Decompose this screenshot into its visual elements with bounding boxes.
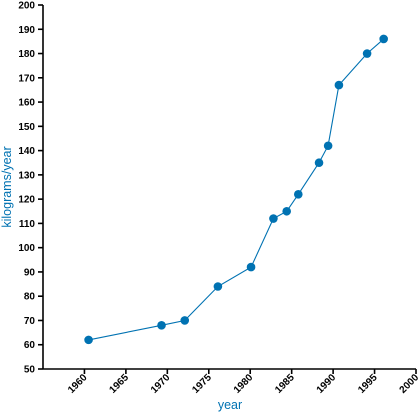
- x-tick-label: 1965: [107, 372, 131, 396]
- y-tick-label: 170: [18, 73, 35, 84]
- data-point: [334, 80, 344, 90]
- y-tick-label: 150: [18, 122, 35, 133]
- data-point: [213, 282, 223, 291]
- y-tick-label: 70: [24, 316, 36, 327]
- y-tick-label: 100: [18, 243, 35, 254]
- y-tick-label: 200: [18, 1, 35, 12]
- x-tick-label: 1995: [356, 372, 380, 396]
- x-tick-label: 1980: [232, 372, 256, 396]
- data-point: [157, 321, 166, 330]
- axes: [42, 5, 416, 370]
- data-point: [293, 189, 303, 199]
- data-point: [379, 34, 388, 44]
- series-layer: [84, 34, 388, 345]
- x-ticks: 1960 1965 1970 1975 1980 1985 1990 1995 2000: [66, 369, 418, 396]
- data-point: [282, 206, 291, 216]
- data-point: [180, 316, 190, 325]
- y-tick-label: 90: [24, 267, 36, 278]
- y-axis-title: kilograms/year: [0, 146, 14, 227]
- data-point: [246, 262, 256, 272]
- data-point: [362, 49, 372, 58]
- x-tick-label: 1975: [190, 372, 214, 396]
- data-point: [314, 158, 324, 168]
- x-tick-label: 2000: [398, 372, 418, 396]
- y-tick-label: 130: [18, 170, 35, 181]
- data-point: [269, 214, 278, 223]
- y-tick-label: 190: [18, 25, 35, 36]
- y-tick-label: 120: [18, 195, 35, 206]
- x-axis-title: year: [218, 398, 242, 412]
- y-tick-label: 50: [24, 365, 36, 376]
- data-point: [323, 141, 333, 151]
- x-tick-label: 1985: [273, 372, 297, 396]
- y-tick-label: 80: [24, 292, 36, 303]
- y-tick-label: 180: [18, 49, 35, 60]
- x-tick-label: 1990: [315, 372, 339, 396]
- x-tick-label: 1960: [66, 372, 90, 396]
- y-tick-label: 60: [24, 340, 36, 351]
- data-point: [84, 335, 93, 345]
- y-tick-label: 160: [18, 98, 35, 109]
- x-tick-label: 1970: [149, 372, 173, 396]
- y-tick-label: 140: [18, 146, 35, 157]
- y-ticks: 50 60 70 80 90 100 110 120 130 140 150 160 170 180 190…: [18, 1, 43, 376]
- y-tick-label: 110: [19, 219, 36, 230]
